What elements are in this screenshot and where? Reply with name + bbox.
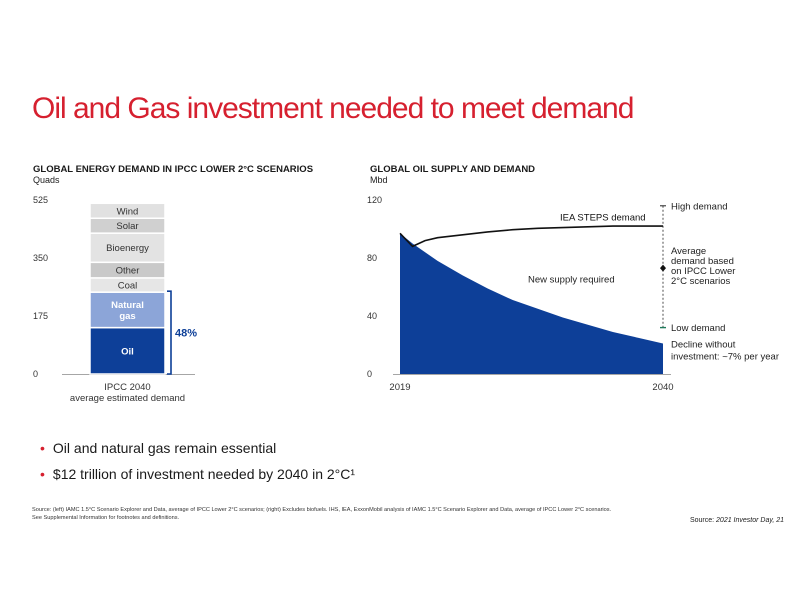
new-supply-label: New supply required <box>528 275 615 286</box>
bullet-list: • Oil and natural gas remain essential • $… <box>40 440 355 492</box>
source-credit: Source: 2021 Investor Day, 21 <box>690 517 784 524</box>
y-tick-label: 525 <box>33 195 48 205</box>
bullet-item: • $12 trillion of investment needed by 20… <box>40 466 355 482</box>
bullet-icon: • <box>40 466 45 482</box>
demand-label: IEA STEPS demand <box>560 213 646 224</box>
bar-segment <box>89 291 166 329</box>
left-chart-title: GLOBAL ENERGY DEMAND IN IPCC LOWER 2°C S… <box>33 164 314 175</box>
supply-area <box>400 233 663 374</box>
x-category-label: average estimated demand <box>70 393 185 404</box>
left-chart: 0 175 350 525 Oil Natural gas Coal Other Bioenerg… <box>33 195 197 404</box>
segment-label: Solar <box>116 221 138 232</box>
y-tick-label: 0 <box>33 369 38 379</box>
right-chart: 0 40 80 120 IEA STEPS demand New supply requi… <box>367 195 779 393</box>
share-bracket <box>167 290 172 375</box>
y-tick-label: 80 <box>367 253 377 263</box>
footnote-line: Source: (left) IAMC 1.5°C Scenario Explo… <box>32 507 612 513</box>
page-title: Oil and Gas investment needed to meet de… <box>32 92 634 125</box>
credit-prefix: Source: <box>689 517 717 524</box>
segment-label: Bioenergy <box>106 243 149 254</box>
segment-label: Natural gas <box>111 300 144 322</box>
demand-line <box>399 225 663 248</box>
segment-label: Oil <box>121 346 134 357</box>
bullet-text: Oil and natural gas remain essential <box>52 440 277 456</box>
y-tick-label: 0 <box>367 369 372 379</box>
bullet-item: • Oil and natural gas remain essential <box>40 440 355 456</box>
decline-label: Decline without investment: ~7% per year <box>671 340 779 363</box>
credit-italic: 2021 Investor Day, 21 <box>716 517 784 524</box>
y-tick-label: 40 <box>367 311 377 321</box>
segment-label: Coal <box>118 281 138 292</box>
bullet-text: $12 trillion of investment needed by 204… <box>52 466 356 482</box>
segment-label: Other <box>116 266 140 277</box>
bar-segment <box>89 326 166 375</box>
x-tick-label: 2040 <box>652 382 673 393</box>
left-chart-unit: Quads <box>33 175 60 185</box>
x-tick-label: 2019 <box>389 382 410 393</box>
y-tick-label: 120 <box>367 195 382 205</box>
segment-label: Wind <box>117 206 139 217</box>
high-demand-label: High demand <box>671 201 728 212</box>
footnote-line: See Supplemental Information for footnot… <box>32 515 180 521</box>
x-category-label: IPCC 2040 <box>104 382 150 393</box>
bullet-icon: • <box>40 440 45 456</box>
right-chart-unit: Mbd <box>370 175 388 185</box>
y-tick-label: 175 <box>33 311 48 321</box>
average-demand-marker <box>660 264 666 272</box>
bar-segment <box>89 202 166 219</box>
share-label: 48% <box>175 328 197 340</box>
right-chart-title: GLOBAL OIL SUPPLY AND DEMAND <box>370 164 536 175</box>
footnote: Source: (left) IAMC 1.5°C Scenario Explo… <box>32 506 611 522</box>
low-demand-label: Low demand <box>671 323 725 334</box>
y-tick-label: 350 <box>33 253 48 263</box>
average-demand-label: Average demand based on IPCC Lower 2°C scen… <box>671 246 735 287</box>
